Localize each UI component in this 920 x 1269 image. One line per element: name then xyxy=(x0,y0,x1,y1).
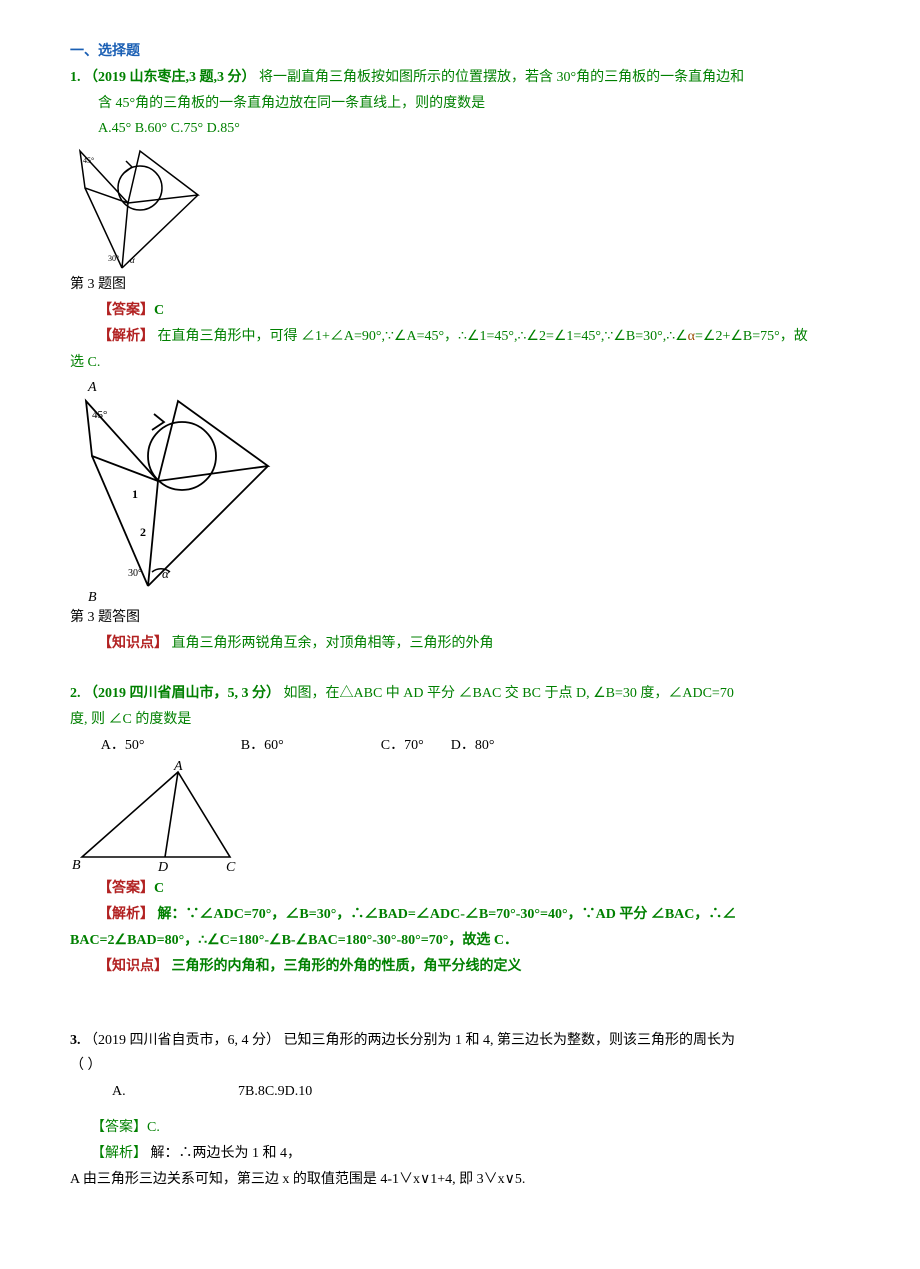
q2-analysis-a: 解：∵∠ADC=70°，∠B=30°，∴∠BAD=∠ADC-∠B=70°-30°… xyxy=(158,907,737,922)
q1-fig2-label-45: 45° xyxy=(92,409,107,421)
q1-answer-label: 【答案】 xyxy=(98,303,154,318)
q1-fig2-label-B: B xyxy=(88,590,97,605)
q1-fig2-caption: 第 3 题答图 xyxy=(70,606,860,630)
q2-answer-label: 【答案】 xyxy=(98,881,154,896)
q3-analysis-text: 解：∴两边长为 1 和 4， xyxy=(151,1146,302,1161)
q3-answer-label: 【答案】 xyxy=(91,1120,147,1135)
q1-figure-2: A 45° 1 2 30° α B xyxy=(70,376,280,606)
q2-fig-label-B: B xyxy=(72,858,81,873)
q1-fig2-label-2: 2 xyxy=(140,525,146,539)
q3-stem: 3. （2019 四川省自贡市，6, 4 分） 已知三角形的两边长分别为 1 和… xyxy=(70,1029,860,1053)
q2-analysis-line2: BAC=2∠BAD=80°，∴∠C=180°-∠B-∠BAC=180°-30°-… xyxy=(70,929,860,953)
q3-line2: A 由三角形三边关系可知，第三边 x 的取值范围是 4-1∨x∨1+4, 即 3… xyxy=(70,1168,860,1192)
q1-knowledge-text: 直角三角形两锐角互余，对顶角相等，三角形的外角 xyxy=(172,636,494,651)
q1-analysis-text-b: =∠2+∠B=75°，故 xyxy=(695,329,808,344)
q2-analysis-label: 【解析】 xyxy=(98,907,154,922)
q1-fig1-label-45: 45° xyxy=(83,156,94,165)
q2-opt-c: C．70° xyxy=(381,734,451,758)
q1-stem-line2: 含 45°角的三角板的一条直角边放在同一条直线上，则的度数是 xyxy=(70,92,860,116)
q2-number: 2. xyxy=(70,686,81,701)
q2-knowledge: 【知识点】 三角形的内角和，三角形的外角的性质，角平分线的定义 xyxy=(70,955,860,979)
q1-fig1-label-30: 30° xyxy=(108,254,119,263)
q2-figure: A B D C xyxy=(70,757,250,877)
q1-number: 1. xyxy=(70,70,81,85)
q1-fig2-label-30: 30° xyxy=(128,568,142,579)
q2-options: A．50° B．60° C．70° D．80° xyxy=(70,734,860,758)
q2-answer-letter: C xyxy=(154,881,164,896)
q2-analysis-line1: 【解析】 解：∵∠ADC=70°，∠B=30°，∴∠BAD=∠ADC-∠B=70… xyxy=(70,903,860,927)
q2-knowledge-text: 三角形的内角和，三角形的外角的性质，角平分线的定义 xyxy=(172,959,522,974)
q2-fig-label-D: D xyxy=(157,860,168,875)
q1-fig1-caption: 第 3 题图 xyxy=(70,273,860,297)
q3-options: A. 7B.8C.9D.10 xyxy=(70,1080,860,1104)
q2-opt-b: B．60° xyxy=(241,734,381,758)
q1-analysis-label: 【解析】 xyxy=(98,329,154,344)
q3-stem-text: 已知三角形的两边长分别为 1 和 4, 第三边长为整数，则该三角形的周长为 xyxy=(284,1033,736,1048)
q3-analysis-label: 【解析】 xyxy=(91,1146,147,1161)
section-heading: 一、选择题 xyxy=(70,40,860,64)
q1-answer-line: 【答案】C xyxy=(70,299,860,323)
q1-answer-letter: C xyxy=(154,303,164,318)
q2-stem-line1: 2. （2019 四川省眉山市，5, 3 分） 如图，在△ABC 中 AD 平分… xyxy=(70,682,860,706)
q1-analysis-alpha: α xyxy=(688,329,695,344)
q3-paren: （ ） xyxy=(70,1054,860,1078)
q1-options: A.45° B.60° C.75° D.85° xyxy=(70,117,860,141)
q3-source: （2019 四川省自贡市，6, 4 分） xyxy=(84,1033,280,1048)
q3-answer: 【答案】C. xyxy=(70,1116,860,1140)
q3-number: 3. xyxy=(70,1033,81,1048)
q1-fig2-label-1: 1 xyxy=(132,487,138,501)
q1-fig2-label-A: A xyxy=(87,380,97,395)
q2-opt-d: D．80° xyxy=(451,734,591,758)
q1-stem-a: 将一副直角三角板按如图所示的位置摆放，若含 30°角的三角板的一条直角边和 xyxy=(259,70,744,85)
q1-knowledge-label: 【知识点】 xyxy=(98,636,168,651)
q2-fig-label-A: A xyxy=(173,759,183,774)
q2-source: （2019 四川省眉山市，5, 3 分） xyxy=(84,686,280,701)
q2-knowledge-label: 【知识点】 xyxy=(98,959,168,974)
q1-analysis: 【解析】 在直角三角形中，可得 ∠1+∠A=90°,∵∠A=45°，∴∠1=45… xyxy=(70,325,860,349)
q3-analysis: 【解析】 解：∴两边长为 1 和 4， xyxy=(70,1142,860,1166)
q2-opt-a: A．50° xyxy=(101,734,241,758)
q1-source: （2019 山东枣庄,3 题,3 分） xyxy=(84,70,256,85)
q1-fig1-label-alpha: α xyxy=(130,255,135,265)
q1-analysis-text-a: 在直角三角形中，可得 ∠1+∠A=90°,∵∠A=45°，∴∠1=45°,∴∠2… xyxy=(158,329,688,344)
q3-answer-text: C. xyxy=(147,1120,160,1135)
q2-fig-label-C: C xyxy=(226,860,236,875)
q2-stem-line2: 度, 则 ∠C 的度数是 xyxy=(70,708,860,732)
q3-opt-rest: 7B.8C.9D.10 xyxy=(238,1080,312,1104)
q1-knowledge: 【知识点】 直角三角形两锐角互余，对顶角相等，三角形的外角 xyxy=(70,632,860,656)
q3-opt-a: A. xyxy=(112,1080,238,1104)
q1-stem-line1: 1. （2019 山东枣庄,3 题,3 分） 将一副直角三角板按如图所示的位置摆… xyxy=(70,66,860,90)
q1-analysis-c: 选 C. xyxy=(70,351,860,375)
q2-answer-line: 【答案】C xyxy=(70,877,860,901)
q1-figure-1: 45° 30° α xyxy=(70,143,200,273)
q2-stem-a: 如图，在△ABC 中 AD 平分 ∠BAC 交 BC 于点 D, ∠B=30 度… xyxy=(284,686,734,701)
